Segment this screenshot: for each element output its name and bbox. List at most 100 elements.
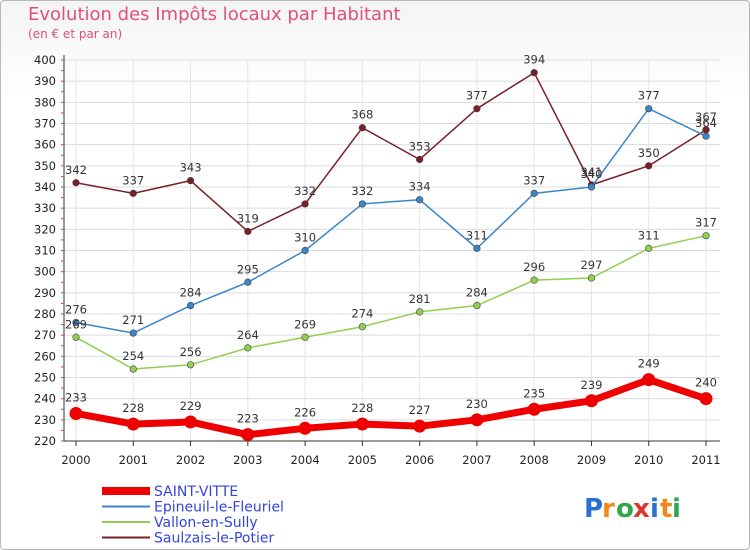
x-tick-label: 2008	[520, 453, 549, 467]
data-label: 297	[580, 258, 602, 272]
data-point	[358, 200, 366, 208]
y-tick-label: 230	[34, 413, 56, 427]
series-line	[75, 71, 707, 233]
data-point	[530, 189, 538, 197]
x-tick-label: 2001	[119, 453, 148, 467]
data-point	[645, 244, 653, 252]
series-group: 3423373433193323683533773943413503672762…	[65, 53, 717, 442]
data-label: 284	[466, 286, 488, 300]
data-point	[126, 417, 140, 431]
data-label: 240	[695, 376, 717, 390]
data-label: 394	[523, 53, 545, 67]
data-label: 368	[351, 108, 373, 122]
data-label: 342	[65, 163, 87, 177]
data-point	[301, 333, 309, 341]
data-point	[301, 200, 309, 208]
logo-letter: t	[660, 494, 672, 524]
y-tick-label: 260	[34, 349, 56, 363]
series-epineuil-le-fleuriel: 276 271 284 295 310 332 334 311 337 340 377 364	[65, 89, 717, 337]
data-point	[416, 155, 424, 164]
data-point	[416, 308, 424, 316]
y-tick-label: 360	[34, 138, 56, 152]
y-tick-label: 350	[34, 159, 56, 173]
x-tick-label: 2009	[577, 453, 606, 467]
data-point	[355, 417, 369, 431]
proxiti-logo: Pr o x i t i	[584, 494, 681, 524]
logo-letter: r	[602, 494, 615, 524]
data-point	[186, 301, 195, 310]
data-point	[473, 301, 481, 310]
data-point	[184, 415, 198, 429]
series-line	[75, 107, 707, 334]
data-label: 264	[237, 328, 259, 342]
logo-letter: i	[672, 494, 681, 524]
data-label: 235	[523, 386, 545, 400]
data-point	[358, 323, 366, 331]
axes	[61, 55, 720, 446]
data-label: 334	[409, 180, 431, 194]
chart-title: Evolution des Impôts locaux par Habitant	[28, 4, 401, 25]
data-point	[186, 177, 195, 185]
data-point	[301, 246, 309, 255]
data-label: 340	[580, 167, 602, 181]
x-tick-label: 2011	[691, 453, 720, 467]
data-point	[416, 196, 424, 204]
data-point	[244, 278, 252, 286]
x-tick-label: 2000	[61, 453, 90, 467]
data-label: 274	[351, 307, 373, 321]
data-point	[72, 333, 80, 341]
data-label: 271	[122, 313, 144, 327]
data-label: 284	[180, 286, 202, 300]
data-point	[72, 179, 80, 187]
logo-letter: x	[633, 494, 650, 524]
x-tick-label: 2002	[176, 453, 205, 467]
series-saint-vitte: 233 228 229 223 226 228 227 230 235 239 249 240	[65, 357, 717, 442]
y-tick-label: 250	[34, 371, 56, 385]
data-label: 317	[695, 216, 717, 230]
data-label: 269	[65, 317, 87, 331]
y-tick-label: 390	[34, 74, 56, 88]
data-label: 341	[580, 165, 602, 179]
data-label: 367	[695, 110, 717, 124]
data-label: 276	[65, 302, 87, 316]
x-tick-label: 2003	[233, 453, 262, 467]
legend-label: Saulzais-le-Potier	[154, 531, 274, 547]
data-point	[473, 105, 481, 113]
data-point	[413, 419, 427, 433]
data-point	[530, 69, 538, 77]
data-label: 227	[409, 403, 431, 417]
series-vallon-en-sully: 269 254 256 264 269 274 281 284 296 297 311 317	[65, 216, 717, 373]
y-tick-labels: 220 230 240 250 260 270 280 290 300 310 320 330 340 3…	[34, 53, 56, 448]
y-tick-label: 380	[34, 95, 56, 109]
data-label: 230	[466, 397, 488, 411]
data-point	[584, 394, 598, 408]
x-tick-label: 2007	[462, 453, 491, 467]
data-point	[587, 274, 596, 282]
legend-label: Vallon-en-Sully	[154, 515, 258, 531]
x-tick-labels: 2000 2001 2002 2003 2004 2005 2006 2007 2008 2009…	[61, 453, 720, 467]
data-label: 350	[638, 146, 660, 160]
data-point	[645, 105, 653, 113]
data-label: 229	[180, 399, 202, 413]
logo-letter: i	[650, 494, 659, 524]
data-point	[702, 132, 710, 140]
logo-letter: o	[616, 494, 634, 524]
data-point	[587, 183, 596, 191]
data-point	[645, 162, 653, 170]
series-line	[75, 376, 708, 439]
y-tick-label: 330	[34, 201, 56, 215]
data-point	[186, 361, 195, 369]
data-label: 311	[638, 228, 660, 242]
y-tick-label: 240	[34, 392, 56, 406]
y-tick-label: 310	[34, 244, 56, 258]
data-label: 233	[65, 390, 87, 404]
data-point	[69, 406, 83, 420]
series-saulzais-le-potier: 342 337 343 319 332 368 353 377 394 341 350 367	[65, 53, 717, 236]
data-point	[530, 276, 538, 284]
data-point	[129, 329, 137, 337]
data-label: 364	[695, 116, 717, 130]
series-line	[75, 234, 707, 370]
data-label: 377	[638, 89, 660, 103]
data-label: 226	[294, 405, 316, 419]
